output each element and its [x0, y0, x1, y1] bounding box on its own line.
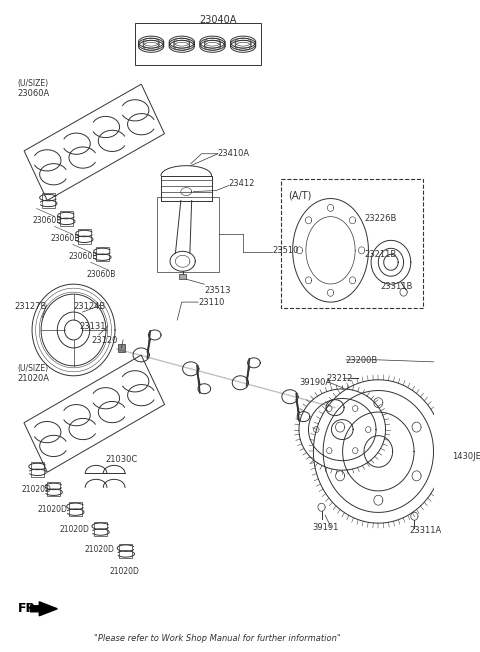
Text: 21030C: 21030C	[105, 456, 137, 464]
Text: 23410A: 23410A	[218, 149, 250, 158]
Text: 23226B: 23226B	[364, 215, 396, 224]
Text: 21020A: 21020A	[18, 374, 49, 383]
Text: 23127B: 23127B	[14, 302, 47, 311]
Bar	[31, 462, 44, 477]
Text: 23060B: 23060B	[68, 252, 97, 261]
Text: 21020D: 21020D	[21, 485, 51, 494]
Text: 23212: 23212	[326, 374, 352, 383]
Text: 23311A: 23311A	[410, 526, 442, 535]
Bar	[135, 23, 261, 65]
Bar	[69, 502, 82, 516]
Bar	[157, 196, 219, 273]
Bar	[118, 344, 125, 352]
Text: 23200B: 23200B	[346, 356, 378, 365]
Bar	[78, 230, 91, 244]
Bar	[96, 247, 109, 261]
Text: 21020D: 21020D	[109, 567, 140, 576]
Text: 21020D: 21020D	[37, 505, 67, 514]
Bar	[60, 211, 73, 226]
Text: (U/SIZE): (U/SIZE)	[18, 364, 49, 373]
Text: 23513: 23513	[204, 286, 231, 295]
Text: (A/T): (A/T)	[288, 190, 312, 201]
Bar	[120, 544, 132, 558]
Text: 23060A: 23060A	[18, 89, 50, 98]
Polygon shape	[30, 602, 57, 615]
Text: 21020D: 21020D	[84, 545, 114, 554]
Text: 21020D: 21020D	[59, 525, 89, 534]
Text: 23060B: 23060B	[50, 234, 80, 243]
Text: 23124B: 23124B	[73, 302, 106, 311]
Text: 23120: 23120	[92, 336, 118, 345]
Text: 23060B: 23060B	[86, 270, 116, 279]
Text: 23060B: 23060B	[32, 216, 61, 226]
Text: 23510: 23510	[272, 246, 298, 255]
Bar	[47, 482, 60, 496]
Text: 39190A: 39190A	[299, 378, 331, 387]
Text: (U/SIZE): (U/SIZE)	[18, 79, 49, 88]
Text: 1430JE: 1430JE	[452, 452, 480, 461]
Text: "Please refer to Work Shop Manual for further information": "Please refer to Work Shop Manual for fu…	[95, 634, 341, 643]
Bar	[179, 274, 186, 279]
Text: 23412: 23412	[228, 179, 255, 188]
Bar	[42, 194, 55, 208]
Text: 23311B: 23311B	[380, 282, 412, 291]
Text: 39191: 39191	[312, 523, 339, 532]
Text: FR.: FR.	[18, 602, 41, 615]
Bar	[281, 179, 423, 308]
Text: 23131: 23131	[79, 322, 106, 331]
Bar	[94, 522, 107, 537]
Text: 23211B: 23211B	[364, 250, 396, 259]
Text: 23040A: 23040A	[199, 16, 237, 25]
Text: 23110: 23110	[198, 298, 224, 307]
